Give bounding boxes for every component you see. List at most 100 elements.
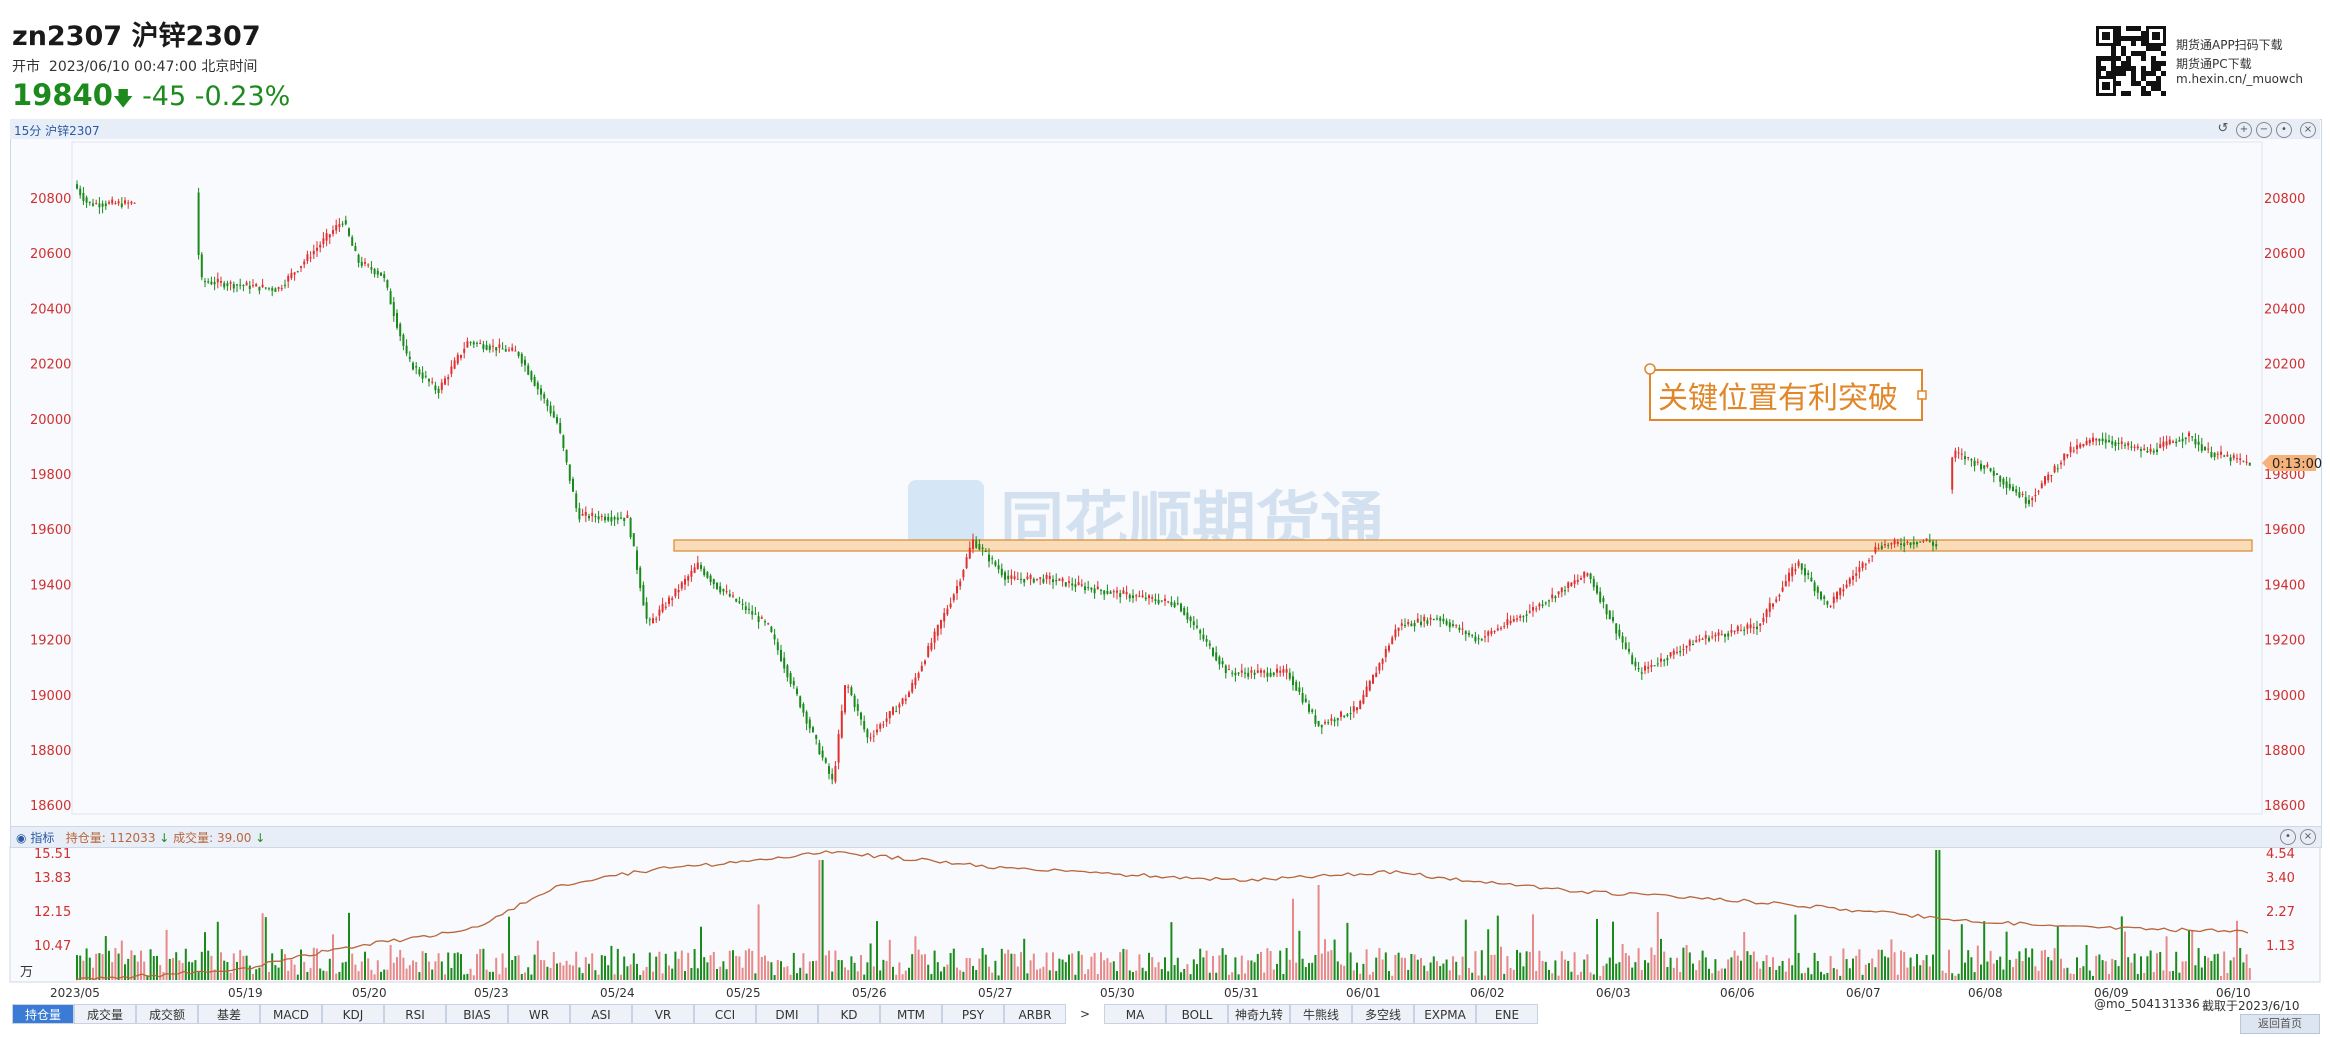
indicator-menu-icon[interactable]: ◉ xyxy=(16,831,27,845)
candle-body xyxy=(1679,651,1682,653)
tab-indicator[interactable]: 基差 xyxy=(198,1004,260,1024)
candle-body xyxy=(1855,573,1858,576)
indicator-title[interactable]: 指标 xyxy=(30,831,55,845)
price-tick: 19000 xyxy=(2264,689,2305,704)
down-arrow-icon: 🡇 xyxy=(112,86,134,110)
tab-indicator[interactable]: 神奇九转 xyxy=(1228,1004,1290,1024)
tab-indicator[interactable]: KDJ xyxy=(322,1004,384,1024)
key-level-zone[interactable] xyxy=(673,539,2253,552)
volume-bar xyxy=(2085,945,2088,980)
tab-indicator[interactable]: 成交额 xyxy=(136,1004,198,1024)
volume-bar xyxy=(1407,969,1410,980)
candle-body xyxy=(1544,602,1547,604)
candle-body xyxy=(1599,591,1602,603)
tabs-next-icon[interactable]: > xyxy=(1079,1007,1091,1021)
candle-body xyxy=(1964,456,1966,460)
candle-body xyxy=(2146,450,2149,453)
candle-body xyxy=(1896,541,1899,544)
volume-bar xyxy=(597,974,600,980)
indicator-settings-icon[interactable]: • xyxy=(2280,829,2296,845)
candle-body xyxy=(1845,584,1848,588)
tab-indicator[interactable]: EXPMA xyxy=(1414,1004,1476,1024)
annotation-box[interactable]: 关键位置有利突破 xyxy=(1644,363,1927,421)
candle-body xyxy=(466,341,469,348)
candle-body xyxy=(1823,596,1826,599)
volume-bar xyxy=(1448,970,1451,980)
indicator-close-icon[interactable]: × xyxy=(2300,829,2316,845)
volume-bar xyxy=(1068,954,1070,980)
tab-indicator[interactable]: VR xyxy=(632,1004,694,1024)
tab-indicator[interactable]: MA xyxy=(1104,1004,1166,1024)
volume-bar xyxy=(1292,898,1294,980)
annotation-resize-icon[interactable] xyxy=(1917,390,1927,400)
promo-app-text[interactable]: 期货通APP扫码下载 xyxy=(2176,38,2283,52)
tab-indicator[interactable]: 牛熊线 xyxy=(1290,1004,1352,1024)
candle-body xyxy=(389,291,392,305)
candle-body xyxy=(1688,640,1691,646)
volume-bar xyxy=(2101,960,2104,980)
candle-body xyxy=(1183,608,1186,616)
volume-bar xyxy=(1295,962,1298,980)
volume-bar xyxy=(1340,964,1342,980)
volume-bar xyxy=(2162,970,2165,980)
promo-url-text[interactable]: m.hexin.cn/_muowch xyxy=(2176,72,2304,86)
zoom-out-icon[interactable]: − xyxy=(2256,122,2272,138)
tab-indicator[interactable]: CCI xyxy=(694,1004,756,1024)
tab-indicator[interactable]: KD xyxy=(818,1004,880,1024)
tab-indicator[interactable]: 成交量 xyxy=(74,1004,136,1024)
undo-icon[interactable]: ↺ xyxy=(2217,121,2229,136)
candle-body xyxy=(2082,443,2085,447)
settings-icon[interactable]: • xyxy=(2276,122,2292,138)
close-icon[interactable]: × xyxy=(2300,122,2316,138)
volume-bar xyxy=(1468,967,1470,980)
tab-indicator[interactable]: RSI xyxy=(384,1004,446,1024)
candle-body xyxy=(242,285,245,287)
volume-bar xyxy=(1240,955,1243,980)
volume-bar xyxy=(610,945,613,980)
volume-bar xyxy=(1743,931,1746,980)
tab-indicator[interactable]: MACD xyxy=(260,1004,322,1024)
candle-body xyxy=(245,282,248,286)
candle-body xyxy=(1509,620,1512,624)
candle-body xyxy=(840,710,843,738)
volume-bar xyxy=(1832,968,1835,980)
date-tick: 05/19 xyxy=(228,986,263,1000)
candle-body xyxy=(1829,605,1832,607)
tab-indicator[interactable]: MTM xyxy=(880,1004,942,1024)
candle-body xyxy=(309,257,312,259)
annotation-handle-icon[interactable] xyxy=(1644,363,1656,375)
promo-pc-text[interactable]: 期货通PC下载 xyxy=(2176,57,2252,71)
candle-body xyxy=(703,568,706,576)
tab-indicator[interactable]: BIAS xyxy=(446,1004,508,1024)
candle-body xyxy=(693,567,696,573)
volume-bar xyxy=(565,960,568,980)
tab-indicator[interactable]: ENE xyxy=(1476,1004,1538,1024)
tab-indicator[interactable]: ARBR xyxy=(1004,1004,1066,1024)
candle-body xyxy=(226,283,229,287)
candle-body xyxy=(911,682,914,693)
candle-body xyxy=(1205,639,1208,642)
tab-indicator[interactable]: WR xyxy=(508,1004,570,1024)
candle-body xyxy=(1807,572,1810,575)
volume-bar xyxy=(428,961,430,980)
tab-indicator[interactable]: BOLL xyxy=(1166,1004,1228,1024)
volume-bar xyxy=(1474,951,1477,980)
volume-bar xyxy=(2216,953,2219,980)
volume-bar xyxy=(2124,931,2126,980)
candle-body xyxy=(1141,595,1144,598)
candle-body xyxy=(514,350,517,352)
volume-bar xyxy=(1349,952,1352,980)
volume-bar xyxy=(1871,958,1874,980)
volume-bar xyxy=(332,934,334,980)
return-home-button[interactable]: 返回首页 xyxy=(2240,1014,2320,1034)
volume-bar xyxy=(840,960,843,980)
volume-bar xyxy=(1580,971,1582,980)
zoom-in-icon[interactable]: + xyxy=(2236,122,2252,138)
candle-body xyxy=(1176,603,1179,605)
tab-indicator[interactable]: 持仓量 xyxy=(12,1004,74,1024)
tab-indicator[interactable]: 多空线 xyxy=(1352,1004,1414,1024)
tab-indicator[interactable]: PSY xyxy=(942,1004,1004,1024)
candle-body xyxy=(1733,630,1736,632)
tab-indicator[interactable]: DMI xyxy=(756,1004,818,1024)
tab-indicator[interactable]: ASI xyxy=(570,1004,632,1024)
